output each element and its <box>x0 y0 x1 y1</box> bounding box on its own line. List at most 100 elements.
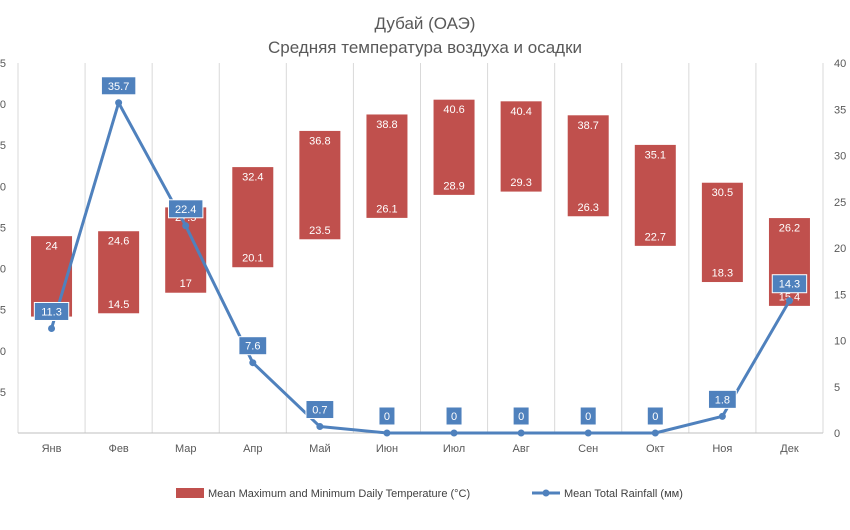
rainfall-label-box <box>238 336 268 356</box>
temperature-bar <box>499 100 543 193</box>
chart-title: Дубай (ОАЭ) <box>375 14 476 33</box>
temperature-bar <box>432 98 476 196</box>
x-axis-tick-label: Май <box>309 443 331 455</box>
right-axis-tick-label: 40 <box>834 58 846 70</box>
temperature-max-label: 32.4 <box>242 172 263 184</box>
rainfall-point-label: 11.3 <box>41 306 62 318</box>
rainfall-point-label: 1.8 <box>715 394 730 406</box>
legend-swatch-rainfall-marker <box>542 489 550 497</box>
temperature-max-label: 40.4 <box>510 106 531 118</box>
temperature-max-label: 40.6 <box>443 104 464 116</box>
left-axis-ticks: 5 0 5 0 5 0 5 0 5 <box>0 58 6 399</box>
legend: Mean Maximum and Minimum Daily Temperatu… <box>176 488 683 500</box>
rainfall-point-label: 0 <box>451 411 457 423</box>
left-axis-tick-label: 5 <box>0 58 6 70</box>
x-axis-tick-label: Янв <box>42 443 62 455</box>
rainfall-point-label: 0 <box>652 411 658 423</box>
rainfall-label-box <box>168 199 204 219</box>
temperature-bar <box>700 181 744 284</box>
rainfall-point-label: 0 <box>384 411 390 423</box>
x-axis-tick-label: Мар <box>175 443 197 455</box>
rainfall-label-box <box>33 301 70 321</box>
chart-subtitle: Средняя температура воздуха и осадки <box>268 38 582 57</box>
rainfall-point <box>718 412 726 420</box>
legend-label-rainfall: Mean Total Rainfall (мм) <box>564 488 683 500</box>
left-axis-tick-label: 0 <box>0 264 6 276</box>
temperature-max-label: 35.1 <box>645 149 666 161</box>
rainfall-label-box <box>646 406 664 426</box>
temperature-bar <box>566 114 610 218</box>
temperature-max-label: 24.6 <box>108 236 129 248</box>
temperature-min-label: 26.3 <box>577 202 598 214</box>
rainfall-point-label: 0 <box>518 411 524 423</box>
temperature-min-label: 18.3 <box>712 268 733 280</box>
temperature-min-label: 28.9 <box>443 180 464 192</box>
temperature-bar <box>633 143 677 247</box>
rainfall-point <box>450 429 458 437</box>
rainfall-point <box>115 99 123 107</box>
rainfall-point <box>584 429 592 437</box>
temperature-max-label: 38.7 <box>577 120 598 132</box>
temperature-bar <box>164 206 208 294</box>
right-axis-tick-label: 25 <box>834 197 846 209</box>
temperature-bar <box>365 113 409 219</box>
right-axis-tick-label: 5 <box>834 382 840 394</box>
rainfall-point <box>383 429 391 437</box>
x-axis-ticks: Янв Фев Мар Апр Май Июн Июл Авг Сен Окт Ноя Дек <box>42 443 799 455</box>
rainfall-point-label: 0 <box>585 411 591 423</box>
legend-label-temperature: Mean Maximum and Minimum Daily Temperatu… <box>208 488 470 500</box>
x-axis-tick-label: Апр <box>243 443 262 455</box>
temperature-min-label: 26.1 <box>376 203 397 215</box>
x-axis-tick-label: Дек <box>780 443 799 455</box>
rainfall-point-label: 0.7 <box>312 405 327 417</box>
right-axis-tick-label: 0 <box>834 428 840 440</box>
left-axis-tick-label: 5 <box>0 387 6 399</box>
left-axis-tick-label: 0 <box>0 346 6 358</box>
temperature-max-label: 36.8 <box>309 135 330 147</box>
x-axis-tick-label: Авг <box>513 443 530 455</box>
temperature-min-label: 17 <box>180 278 192 290</box>
rainfall-point-label: 35.7 <box>108 81 129 93</box>
rainfall-point <box>785 297 793 305</box>
temperature-min-label: 23.5 <box>309 225 330 237</box>
left-axis-tick-label: 5 <box>0 140 6 152</box>
rainfall-point-label: 14.3 <box>779 279 800 291</box>
temperature-max-label: 26.2 <box>779 223 800 235</box>
x-axis-tick-label: Июл <box>443 443 465 455</box>
right-axis-ticks: 0 5 10 15 20 25 30 35 40 <box>834 58 846 440</box>
temperature-min-label: 29.3 <box>510 177 531 189</box>
left-axis-tick-label: 5 <box>0 222 6 234</box>
rainfall-line: 11.3 35.7 22.4 7.6 0.7 0 0 0 0 0 1.8 14.3 <box>33 76 808 437</box>
rainfall-point <box>249 359 257 367</box>
rainfall-point-label: 7.6 <box>245 341 260 353</box>
rainfall-point <box>517 429 525 437</box>
temperature-bar <box>298 129 342 241</box>
temperature-max-label: 38.8 <box>376 119 397 131</box>
temperature-min-label: 22.7 <box>645 231 666 243</box>
right-axis-tick-label: 30 <box>834 151 846 163</box>
x-axis-tick-label: Фев <box>108 443 128 455</box>
right-axis-tick-label: 35 <box>834 104 846 116</box>
rainfall-point <box>182 222 190 230</box>
rainfall-label-box <box>771 274 808 294</box>
temperature-max-label: 24 <box>45 241 57 253</box>
left-axis-tick-label: 5 <box>0 305 6 317</box>
right-axis-tick-label: 20 <box>834 243 846 255</box>
rainfall-point-label: 22.4 <box>175 204 196 216</box>
rainfall-label-box <box>100 76 137 96</box>
rainfall-label-box <box>378 406 396 426</box>
rainfall-point <box>651 429 659 437</box>
rainfall-label-box <box>579 406 597 426</box>
rainfall-point <box>316 423 324 431</box>
temperature-bar <box>231 166 275 269</box>
x-axis-tick-label: Июн <box>376 443 398 455</box>
temperature-bar <box>97 230 141 315</box>
rainfall-point <box>48 324 56 332</box>
rainfall-label-box <box>512 406 530 426</box>
left-axis-tick-label: 0 <box>0 181 6 193</box>
temperature-min-label: 14.5 <box>108 299 129 311</box>
x-axis-tick-label: Сен <box>578 443 598 455</box>
rainfall-label-box <box>445 406 463 426</box>
right-axis-tick-label: 15 <box>834 289 846 301</box>
